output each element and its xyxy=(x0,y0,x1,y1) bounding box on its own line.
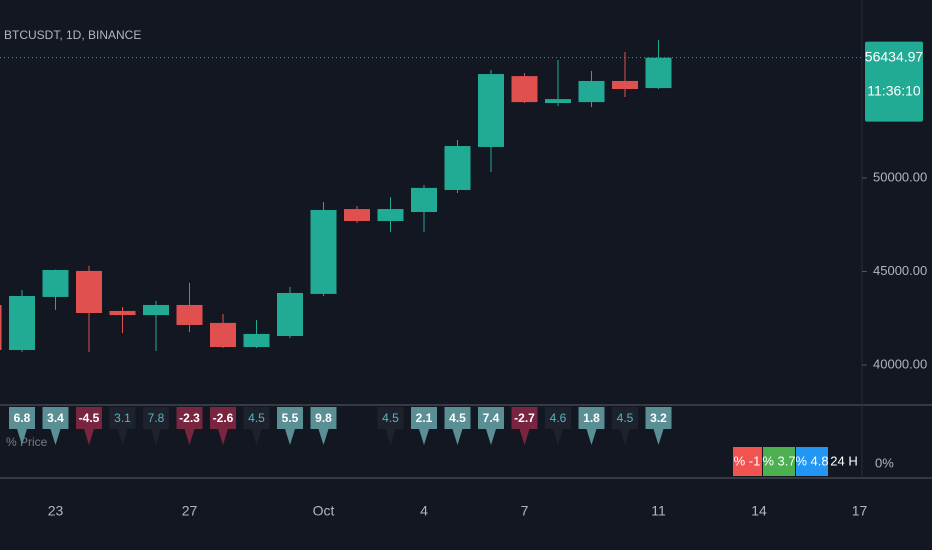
indicator-label: 1.8 xyxy=(583,411,600,425)
indicator-label: 9.8 xyxy=(315,411,332,425)
x-tick-label: 11 xyxy=(651,503,666,519)
indicator-label: 4.5 xyxy=(449,411,466,425)
indicator-label-box xyxy=(277,407,303,445)
indicator-axis-label: 0% xyxy=(875,455,894,470)
candle-body xyxy=(310,209,337,294)
candle-body xyxy=(511,76,538,103)
y-tick-label: 50000.00 xyxy=(873,169,927,184)
info-table: % -1 % 3.7 % 4.8 24 H xyxy=(733,447,859,476)
indicator-label: -2.6 xyxy=(213,411,234,425)
indicator-label-box xyxy=(42,407,69,445)
x-tick-label: 17 xyxy=(852,503,868,519)
x-tick-label: 14 xyxy=(751,503,767,519)
candle-body xyxy=(645,57,672,89)
indicator-label: 4.5 xyxy=(248,411,265,425)
countdown: 11:36:10 xyxy=(867,82,921,98)
indicator-label-box xyxy=(9,407,35,445)
indicator-label: 4.5 xyxy=(617,411,634,425)
indicator-label-box xyxy=(109,407,136,445)
candle-body xyxy=(411,187,437,213)
price-tag-label: 56434.97 xyxy=(865,48,924,64)
candle-body xyxy=(42,270,69,297)
indicator-label-box xyxy=(511,407,538,445)
indicator-label: 7.4 xyxy=(483,411,500,425)
indicator-label: -4.5 xyxy=(79,411,100,425)
candle-body xyxy=(143,304,169,316)
indicator-label-box xyxy=(478,407,504,445)
candle-body xyxy=(444,146,471,190)
table-cell xyxy=(763,447,795,476)
candle-body xyxy=(612,80,638,90)
indicator-label-box xyxy=(210,407,236,445)
indicator-label: 6.8 xyxy=(14,411,31,425)
indicator-label-box xyxy=(243,407,270,445)
candle-body xyxy=(243,333,270,348)
table-cell xyxy=(733,447,762,476)
indicator-label: -2.7 xyxy=(514,411,535,425)
x-tick-label: 7 xyxy=(521,503,529,519)
candle-body xyxy=(76,270,102,314)
indicator-label: 4.5 xyxy=(382,411,399,425)
candle-body xyxy=(377,209,404,222)
indicator-label-box xyxy=(411,407,437,445)
table-text: % 4.8 xyxy=(795,453,828,468)
indicator-label-box xyxy=(143,407,169,445)
indicator-label-box xyxy=(76,407,102,445)
chart-title: BTCUSDT, 1D, BINANCE xyxy=(4,28,141,42)
x-tick-label: Oct xyxy=(313,503,335,519)
indicator-label-box xyxy=(645,407,672,445)
candle-body xyxy=(545,99,571,104)
indicator-label: 7.8 xyxy=(148,411,165,425)
indicator-label: 3.4 xyxy=(47,411,64,425)
indicator-label: 4.6 xyxy=(550,411,567,425)
candle-body xyxy=(176,304,203,325)
candle-body xyxy=(277,292,303,337)
x-tick-label: 27 xyxy=(182,503,198,519)
candle-body xyxy=(9,295,35,351)
price-tag xyxy=(865,41,923,122)
indicator-label-box xyxy=(444,407,471,445)
candle-body xyxy=(344,209,370,222)
indicator-label-box xyxy=(310,407,337,445)
y-tick-label: 40000.00 xyxy=(873,356,927,371)
table-text: 24 H xyxy=(830,453,857,468)
indicator-label: 2.1 xyxy=(416,411,433,425)
table-cell xyxy=(796,447,828,476)
indicator-label: 5.5 xyxy=(282,411,299,425)
candle-body xyxy=(0,304,2,350)
indicator-label: 3.1 xyxy=(114,411,131,425)
indicator-label-box xyxy=(377,407,404,445)
table-text: % 3.7 xyxy=(762,453,795,468)
y-tick-label: 45000.00 xyxy=(873,263,927,278)
x-tick-label: 4 xyxy=(420,503,428,519)
x-tick-label: 23 xyxy=(48,503,64,519)
candle-body xyxy=(478,74,504,147)
candle-body xyxy=(578,80,605,103)
indicator-label-box xyxy=(578,407,605,445)
indicator-label: 3.2 xyxy=(650,411,667,425)
candle-body xyxy=(210,322,236,348)
table-text: % -1 xyxy=(734,453,761,468)
table-cell xyxy=(829,447,859,476)
indicator-label-box xyxy=(176,407,203,445)
indicator-label: -2.3 xyxy=(179,411,200,425)
candle-body xyxy=(109,310,136,316)
indicator-name: % Price xyxy=(6,435,48,449)
indicator-label-box xyxy=(545,407,571,445)
indicator-label-box xyxy=(612,407,638,445)
